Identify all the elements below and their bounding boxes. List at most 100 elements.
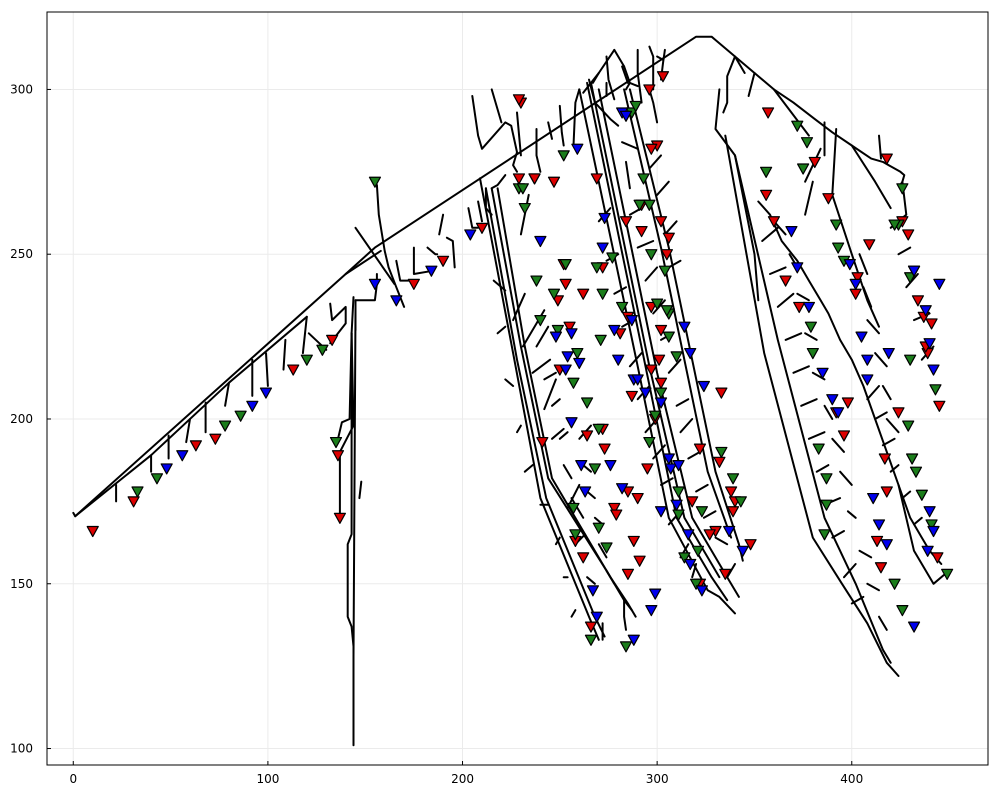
pipe-segment	[352, 309, 357, 747]
green-triangle-marker	[672, 486, 685, 498]
blue-triangle-marker	[927, 525, 940, 538]
pipe-segment	[613, 48, 626, 68]
blue-triangle-marker	[625, 315, 638, 327]
pipe-segment	[885, 418, 900, 434]
green-triangle-marker	[218, 420, 232, 432]
x-tick-label: 100	[256, 772, 279, 786]
green-triangle-marker	[596, 288, 609, 300]
red-triangle-marker	[563, 321, 576, 333]
red-triangle-marker	[931, 552, 944, 564]
red-triangle-marker	[902, 229, 915, 241]
red-triangle-marker	[703, 529, 716, 541]
pipe-segment	[412, 246, 435, 275]
pipe-segment	[477, 200, 483, 223]
red-triangle-marker	[880, 486, 893, 498]
pipe-segment	[490, 187, 633, 612]
red-triangle-marker	[577, 552, 590, 564]
x-tick-label: 400	[840, 772, 863, 786]
pipe-segment	[850, 595, 865, 605]
pipe-segment	[769, 266, 787, 275]
green-triangle-marker	[804, 321, 817, 333]
blue-triangle-marker	[259, 387, 273, 399]
green-triangle-marker	[909, 466, 923, 478]
green-triangle-marker	[806, 347, 819, 360]
pipe-segment	[597, 88, 740, 598]
x-tick-label: 300	[646, 772, 669, 786]
blue-triangle-marker	[664, 463, 677, 475]
green-triangle-marker	[812, 443, 825, 455]
axis-ticks: 0 100 200 300 400 100 150 200 250 300	[10, 82, 863, 786]
red-triangle-marker	[693, 443, 707, 455]
green-triangle-marker	[616, 301, 629, 314]
red-triangle-marker	[656, 71, 670, 83]
green-triangle-marker	[150, 473, 164, 485]
pipe-segment	[784, 332, 803, 341]
blue-triangle-marker	[802, 301, 816, 314]
pipe-segment	[516, 424, 522, 434]
green-triangle-marker	[633, 199, 646, 211]
red-triangle-marker	[547, 176, 561, 188]
pipe-segment	[551, 427, 565, 440]
green-triangle-marker	[567, 377, 580, 389]
blue-triangle-marker	[176, 450, 189, 462]
green-triangle-marker	[590, 262, 603, 274]
red-triangle-marker	[635, 226, 648, 238]
pipe-segment	[800, 398, 818, 407]
pipe-segment	[621, 141, 639, 150]
green-triangle-marker	[902, 420, 915, 432]
pipe-segment	[796, 292, 810, 302]
red-triangle-marker	[660, 249, 673, 261]
pipe-segment	[878, 615, 888, 631]
green-triangle-marker	[368, 176, 382, 188]
green-triangle-marker	[832, 242, 845, 254]
pipe-segment	[846, 510, 857, 519]
pipe-segment	[679, 418, 694, 434]
blue-triangle-marker	[368, 278, 382, 290]
pipe-segment	[504, 378, 515, 387]
pipe-segment	[656, 55, 664, 61]
blue-triangle-marker	[880, 539, 893, 551]
pipe-segment	[72, 35, 906, 518]
pipe-segment	[831, 128, 880, 328]
blue-triangle-marker	[670, 499, 683, 511]
pipe-segment	[905, 273, 919, 289]
pipe-segment	[866, 582, 880, 592]
blue-triangle-marker	[612, 354, 625, 366]
green-triangle-marker	[941, 568, 954, 580]
green-triangle-marker	[643, 436, 656, 449]
red-triangle-marker	[331, 450, 345, 462]
green-triangle-marker	[830, 219, 843, 231]
green-triangle-marker	[606, 252, 619, 264]
pipe-segment	[714, 536, 729, 546]
blue-triangle-marker	[923, 338, 936, 350]
red-triangle-marker	[577, 288, 590, 300]
green-triangle-marker	[567, 502, 580, 515]
blue-triangle-marker	[736, 545, 749, 557]
red-triangle-marker	[760, 189, 773, 201]
green-triangle-marker	[820, 473, 833, 485]
blue-triangle-marker	[464, 229, 477, 241]
pipe-segment	[467, 207, 480, 229]
red-triangle-marker	[652, 354, 666, 366]
green-triangle-marker	[637, 173, 650, 185]
blue-triangle-marker	[619, 110, 633, 122]
red-triangle-marker	[863, 239, 876, 251]
red-triangle-marker	[892, 407, 905, 419]
pipe-segment	[185, 418, 191, 444]
blue-triangle-marker	[616, 483, 629, 495]
pipe-segment	[648, 88, 659, 124]
pipe-segment	[644, 266, 659, 282]
y-tick-label: 200	[10, 412, 33, 426]
blue-triangle-marker	[565, 417, 578, 429]
pipe-segment	[301, 315, 308, 355]
pipe-segment	[724, 134, 900, 677]
blue-triangle-marker	[608, 324, 621, 337]
blue-triangle-marker	[561, 351, 574, 363]
red-triangle-marker	[933, 400, 946, 412]
pipe-segment	[858, 253, 869, 275]
pipe-segment	[282, 338, 287, 371]
pipe-segment	[438, 213, 445, 236]
red-triangle-marker	[925, 318, 938, 330]
blue-triangle-marker	[723, 525, 736, 538]
pipe-segment	[878, 134, 882, 160]
